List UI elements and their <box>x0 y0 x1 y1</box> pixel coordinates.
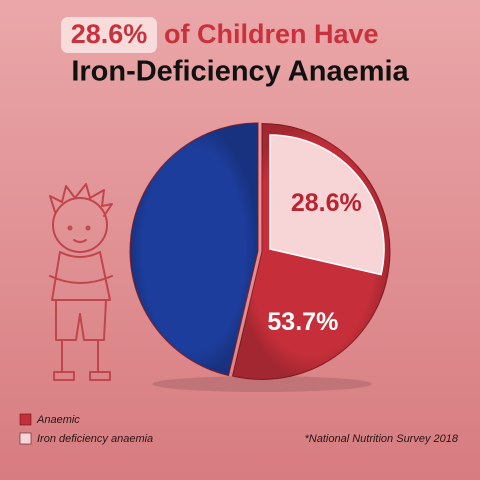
title-highlight: 28.6% <box>71 19 148 49</box>
pie-shadow <box>152 376 372 392</box>
title-line-2: Iron-Deficiency Anaemia <box>71 56 409 88</box>
title: of Children Have <box>164 19 379 49</box>
source-note: *National Nutrition Survey 2018 <box>305 433 459 445</box>
legend-swatch <box>19 432 32 445</box>
legend-swatch <box>19 413 32 426</box>
child-illustration <box>49 183 113 381</box>
legend-label: Anaemic <box>36 414 80 426</box>
value-label: 53.7% <box>267 308 338 336</box>
value-label: 28.6% <box>291 189 362 217</box>
highlight-slice <box>269 134 385 276</box>
legend-label: Iron deficiency anaemia <box>37 433 153 445</box>
slice-shade <box>129 123 258 376</box>
title-highlight-box <box>61 17 157 53</box>
